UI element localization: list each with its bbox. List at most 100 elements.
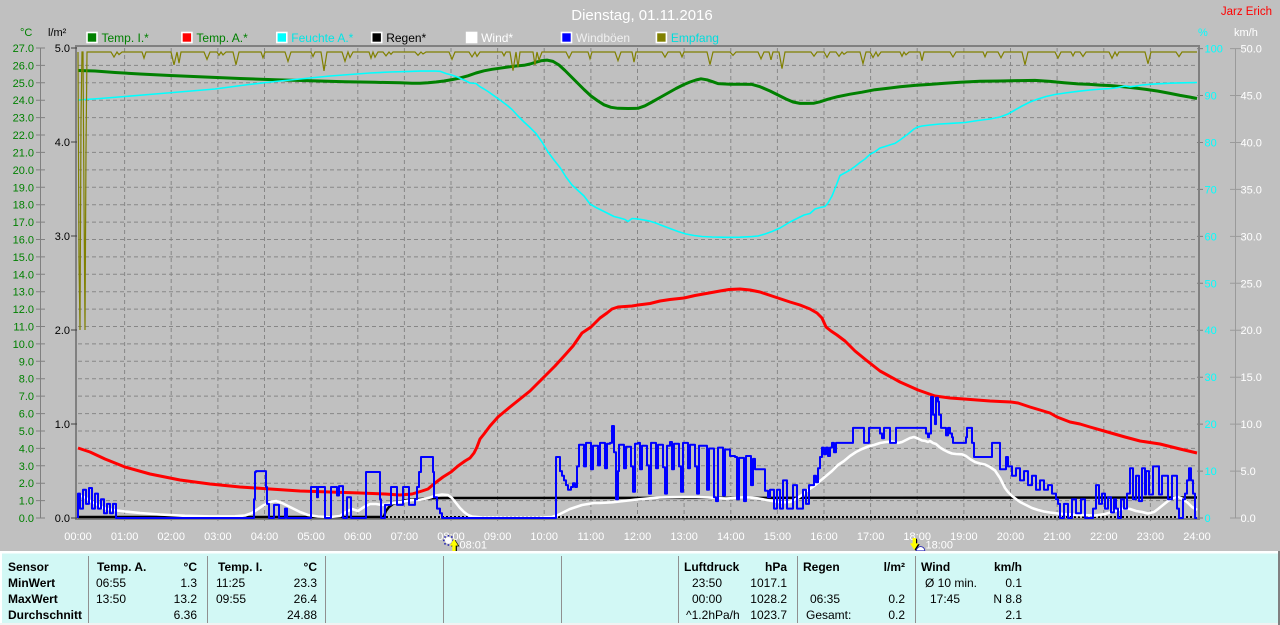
svg-text:4.0: 4.0 [19,443,34,455]
svg-text:3.0: 3.0 [55,231,70,243]
svg-text:24.0: 24.0 [13,95,34,107]
svg-text:Regen*: Regen* [386,31,426,45]
svg-text:60: 60 [1205,231,1217,243]
svg-text:Wind*: Wind* [481,31,513,45]
svg-text:9.0: 9.0 [19,356,34,368]
svg-text:19.0: 19.0 [13,182,34,194]
svg-text:23.0: 23.0 [13,113,34,125]
svg-text:05:00: 05:00 [297,531,325,543]
svg-text:14.0: 14.0 [13,269,34,281]
svg-text:°C: °C [184,560,198,574]
svg-text:30: 30 [1205,372,1217,384]
svg-text:1.0: 1.0 [19,496,34,508]
svg-text:90: 90 [1205,91,1217,103]
svg-text:Temp. I.*: Temp. I.* [102,31,150,45]
svg-text:07:00: 07:00 [391,531,419,543]
svg-text:MinWert: MinWert [8,576,55,590]
svg-text:1.3: 1.3 [180,576,197,590]
svg-text:^1.2hPa/h: ^1.2hPa/h [686,608,740,622]
svg-text:21.0: 21.0 [13,147,34,159]
svg-text:1023.7: 1023.7 [750,608,787,622]
svg-text:14:00: 14:00 [717,531,745,543]
svg-text:6.36: 6.36 [174,608,198,622]
svg-text:50.0: 50.0 [1241,44,1262,56]
svg-text:10: 10 [1205,466,1217,478]
svg-text:11.0: 11.0 [13,322,34,334]
svg-text:Dienstag, 01.11.2016: Dienstag, 01.11.2016 [571,7,713,24]
svg-text:0.2: 0.2 [888,608,905,622]
svg-text:30.0: 30.0 [1241,231,1262,243]
svg-text:09:55: 09:55 [216,592,246,606]
svg-text:10.0: 10.0 [1241,419,1262,431]
svg-text:15.0: 15.0 [1241,372,1262,384]
svg-text:13.2: 13.2 [174,592,198,606]
svg-text:Temp. A.*: Temp. A.* [196,31,248,45]
svg-text:23.3: 23.3 [294,576,318,590]
svg-text:22.0: 22.0 [13,130,34,142]
svg-text:%: % [1198,27,1208,39]
svg-text:0.0: 0.0 [1241,513,1256,525]
svg-text:20.0: 20.0 [1241,325,1262,337]
svg-text:40.0: 40.0 [1241,138,1262,150]
svg-text:Gesamt:: Gesamt: [806,608,851,622]
svg-text:1.0: 1.0 [55,419,70,431]
svg-text:1028.2: 1028.2 [750,592,787,606]
svg-text:03:00: 03:00 [204,531,232,543]
svg-text:13:00: 13:00 [670,531,698,543]
svg-text:17:45: 17:45 [930,592,960,606]
svg-text:02:00: 02:00 [157,531,185,543]
svg-text:24:00: 24:00 [1183,531,1211,543]
svg-text:Windböen: Windböen [576,31,630,45]
svg-text:7.0: 7.0 [19,391,34,403]
svg-text:0.2: 0.2 [888,592,905,606]
svg-text:Empfang: Empfang [671,31,719,45]
svg-text:8.0: 8.0 [19,374,34,386]
svg-text:10.0: 10.0 [13,339,34,351]
svg-text:06:35: 06:35 [810,592,840,606]
svg-text:21:00: 21:00 [1043,531,1071,543]
svg-text:0.0: 0.0 [19,513,34,525]
svg-text:80: 80 [1205,138,1217,150]
svg-text:0.0: 0.0 [55,513,70,525]
svg-text:15.0: 15.0 [13,252,34,264]
svg-text:°C: °C [20,27,32,39]
svg-text:06:55: 06:55 [96,576,126,590]
svg-text:13:50: 13:50 [96,592,126,606]
svg-text:1017.1: 1017.1 [750,576,787,590]
svg-text:Jarz Erich: Jarz Erich [1221,6,1272,18]
svg-text:17:00: 17:00 [857,531,885,543]
svg-text:Sensor: Sensor [8,560,49,574]
svg-text:27.0: 27.0 [13,43,34,55]
svg-text:16:00: 16:00 [810,531,838,543]
svg-text:18:00: 18:00 [903,531,931,543]
svg-text:22:00: 22:00 [1090,531,1118,543]
svg-text:Temp. I.: Temp. I. [218,560,262,574]
svg-text:25.0: 25.0 [1241,278,1262,290]
svg-text:MaxWert: MaxWert [8,592,58,606]
svg-text:Regen: Regen [803,560,840,574]
svg-text:26.4: 26.4 [294,592,318,606]
svg-text:0.1: 0.1 [1005,576,1022,590]
svg-text:km/h: km/h [994,560,1022,574]
svg-text:12:00: 12:00 [624,531,652,543]
svg-text:17.0: 17.0 [13,217,34,229]
svg-text:24.88: 24.88 [287,608,317,622]
svg-text:Durchschnitt: Durchschnitt [8,608,82,622]
svg-text:04:00: 04:00 [251,531,279,543]
svg-text:11:25: 11:25 [216,576,245,590]
svg-text:18:00: 18:00 [926,540,954,552]
svg-text:°C: °C [304,560,318,574]
svg-text:Ø 10 min.: Ø 10 min. [925,576,977,590]
svg-text:Temp. A.: Temp. A. [97,560,146,574]
svg-text:2.0: 2.0 [19,478,34,490]
svg-text:100: 100 [1205,44,1223,56]
svg-text:0: 0 [1205,513,1211,525]
svg-text:Luftdruck: Luftdruck [684,560,740,574]
svg-text:16.0: 16.0 [13,235,34,247]
svg-text:20:00: 20:00 [997,531,1025,543]
svg-text:18.0: 18.0 [13,200,34,212]
svg-text:Wind: Wind [921,560,950,574]
svg-text:l/m²: l/m² [884,560,905,574]
svg-text:5.0: 5.0 [19,426,34,438]
svg-text:4.0: 4.0 [55,137,70,149]
